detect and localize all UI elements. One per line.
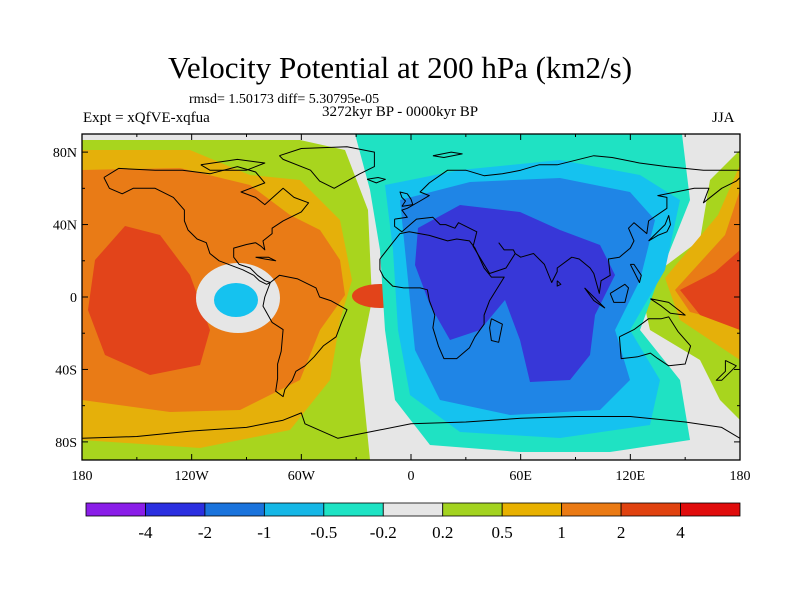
colorbar-label: 0.5 [492, 523, 513, 542]
colorbar-label: 2 [617, 523, 626, 542]
coastline-sri-lanka [556, 280, 562, 287]
coastline-cuba [255, 256, 277, 262]
field-positive-red [88, 226, 210, 375]
colorbar-swatch [204, 502, 265, 517]
colorbar-label: 1 [557, 523, 566, 542]
coastline-madagascar [489, 318, 503, 343]
rmsd-diff-stats: rmsd= 1.50173 diff= 5.30795e-05 [189, 92, 380, 107]
lat-tick-label: 80N [53, 146, 77, 161]
colorbar-swatch [561, 502, 622, 517]
field-positive-east-red [680, 250, 740, 330]
coastline-eurasia [394, 155, 740, 294]
coastline-north-america [103, 166, 310, 285]
colorbar-swatch [442, 502, 503, 517]
lat-tick-label: 80S [55, 436, 77, 451]
plot-title: Velocity Potential at 200 hPa (km2/s) [167, 50, 633, 85]
coastline-south-america [262, 274, 348, 398]
colorbar-swatch [382, 502, 444, 517]
lat-tick-label: 40N [53, 219, 77, 234]
coastline-philippines [629, 263, 642, 283]
coastline-hudson-islands [200, 158, 266, 171]
experiment-label: Expt = xQfVE-xqfua [83, 110, 210, 126]
season-label: JJA [712, 110, 735, 126]
coastlines [82, 146, 740, 439]
colorbar-swatch [263, 502, 325, 517]
colorbar-label: -0.2 [370, 523, 397, 542]
colorbar: -4 -2 -1 -0.5 -0.2 0.2 0.5 1 2 4 [85, 502, 741, 542]
colorbar-swatch [145, 502, 206, 517]
lon-tick-label: 180 [730, 469, 751, 484]
coastline-arabia-gulf [498, 242, 516, 254]
coastline-svalbard [432, 151, 463, 158]
coastline-australia [618, 316, 692, 367]
velocity-potential-field [82, 134, 740, 460]
colorbar-swatch [323, 502, 384, 517]
colorbar-swatch [620, 502, 681, 517]
lon-tick-label: 60E [509, 469, 532, 484]
colorbar-swatch [501, 502, 563, 517]
lat-tick-label: 0 [70, 291, 77, 306]
coastline-antarctica [82, 412, 740, 439]
coastline-new-zealand [715, 359, 737, 381]
field-east-pacific-cyan [214, 283, 258, 317]
coastline-sumatra [584, 287, 606, 309]
period-label: 3272kyr BP - 0000kyr BP [322, 104, 479, 120]
coastline-britain [399, 191, 414, 207]
lon-tick-label: 180 [72, 469, 93, 484]
colorbar-label: 4 [676, 523, 685, 542]
coastline-new-guinea [650, 298, 686, 316]
colorbar-swatch [85, 502, 146, 517]
lon-tick-label: 120E [616, 469, 646, 484]
lon-tick-label: 60W [288, 469, 316, 484]
coastline-iceland [366, 177, 386, 184]
colorbar-label: 0.2 [432, 523, 453, 542]
colorbar-swatch [680, 502, 741, 517]
coastline-greenland [279, 146, 375, 189]
coastline-africa [379, 231, 505, 360]
lon-tick-label: 0 [408, 469, 415, 484]
colorbar-label: -0.5 [310, 523, 337, 542]
map-axes: 180 120W 60W 0 60E 120E 180 80N 40N 0 40S 80S [53, 134, 751, 484]
colorbar-label: -4 [138, 523, 153, 542]
coastline-japan [648, 215, 671, 242]
lon-tick-label: 120W [175, 469, 210, 484]
coastline-borneo [609, 283, 629, 303]
lat-tick-label: 40S [55, 363, 77, 378]
colorbar-label: -2 [198, 523, 212, 542]
field-negative-deep-blue [415, 205, 615, 382]
colorbar-label: -1 [257, 523, 271, 542]
